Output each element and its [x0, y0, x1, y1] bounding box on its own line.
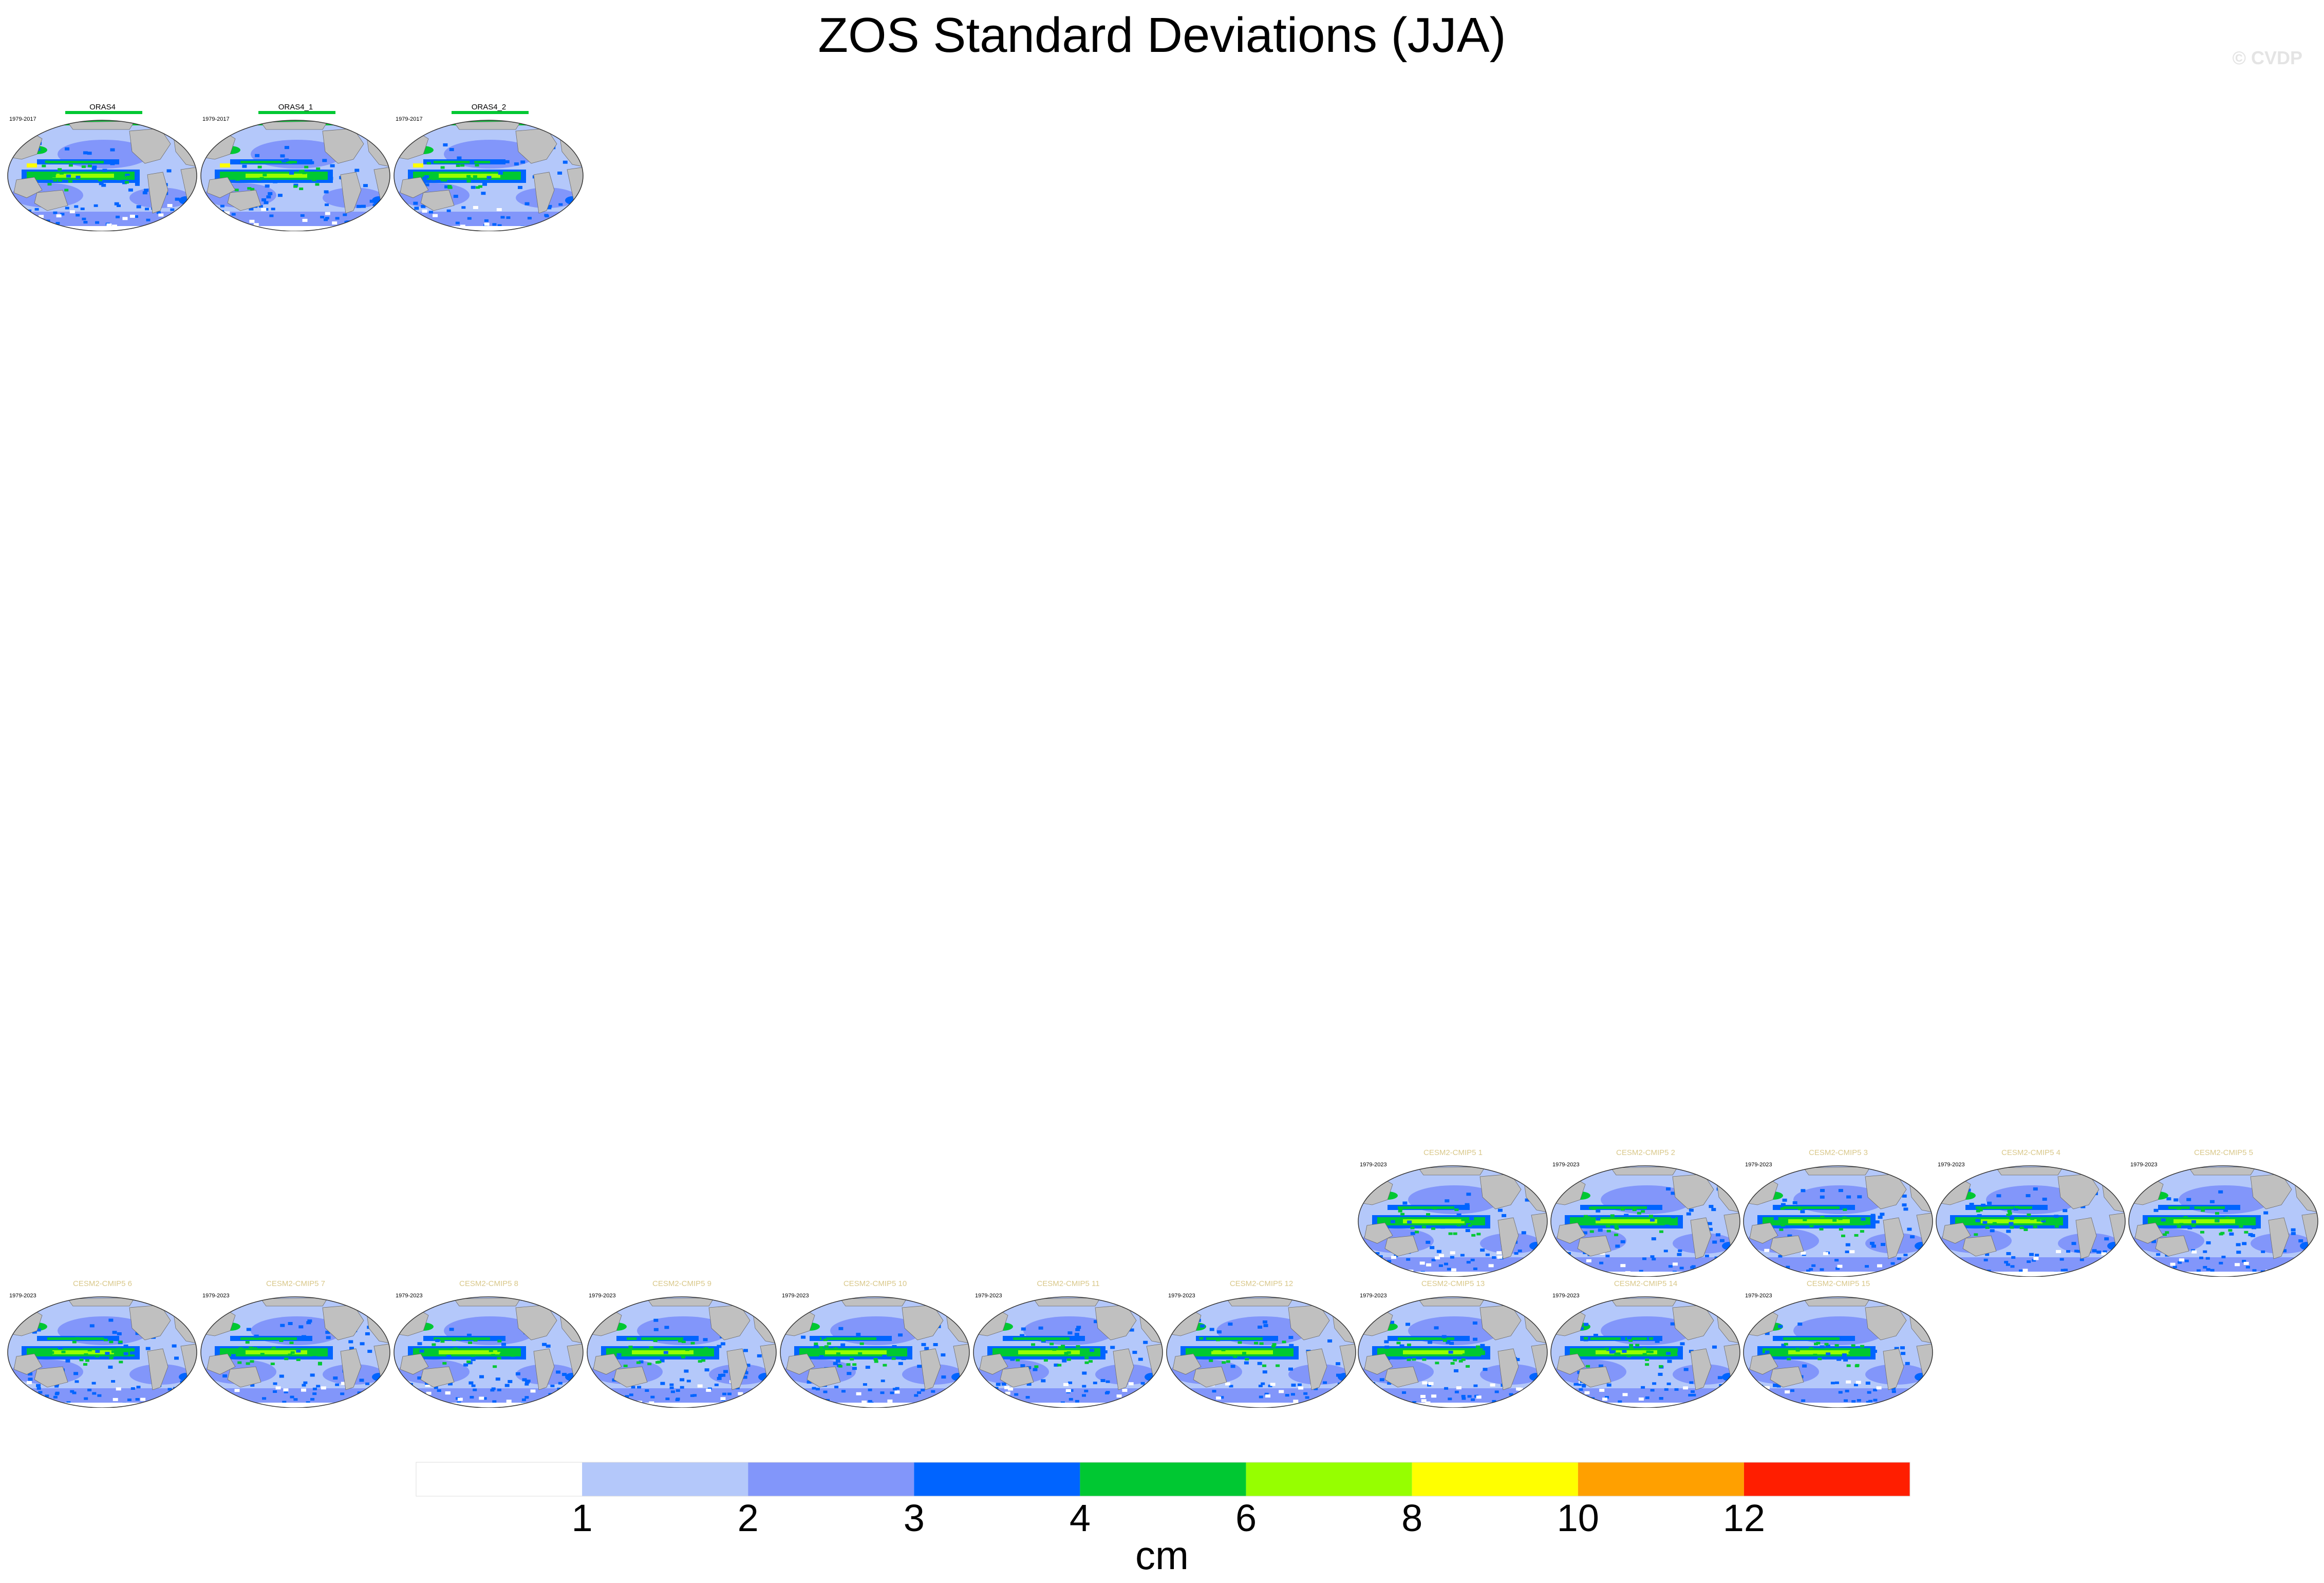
panel-title-highlight [452, 111, 529, 114]
colorbar-segment [748, 1462, 914, 1496]
colorbar-segment [914, 1462, 1080, 1496]
world-map [587, 1296, 777, 1408]
colorbar-tick-label: 10 [1557, 1497, 1599, 1539]
world-map [1166, 1296, 1356, 1408]
colorbar-segment [416, 1462, 583, 1496]
model-map-panel: CESM2-CMIP5 4 1979-2023 [1935, 1148, 2127, 1277]
world-map [393, 1296, 584, 1408]
model-map-panel: CESM2-CMIP5 9 1979-2023 [586, 1279, 778, 1408]
panel-title: CESM2-CMIP5 15 [1806, 1279, 1870, 1288]
model-map-panel: CESM2-CMIP5 2 1979-2023 [1549, 1148, 1742, 1277]
world-map [1550, 1296, 1740, 1408]
colorbar-tick-label: 12 [1722, 1497, 1766, 1539]
world-map [1358, 1296, 1548, 1408]
colorbar-tick-label: 6 [1235, 1497, 1257, 1539]
model-map-panel: CESM2-CMIP5 13 1979-2023 [1357, 1279, 1549, 1408]
world-map [200, 120, 390, 231]
panel-years: 1979-2017 [9, 116, 36, 122]
panel-title-highlight [258, 111, 335, 114]
panel-title: ORAS4_2 [471, 103, 507, 111]
model-map-panel: CESM2-CMIP5 7 1979-2023 [199, 1279, 392, 1408]
panel-title: CESM2-CMIP5 14 [1614, 1279, 1678, 1288]
world-map [1358, 1165, 1548, 1277]
panel-years: 1979-2023 [1168, 1293, 1195, 1299]
colorbar-outline [416, 1462, 1910, 1497]
panel-years: 1979-2023 [589, 1293, 616, 1299]
panel-title: CESM2-CMIP5 1 [1423, 1148, 1483, 1157]
panel-title: CESM2-CMIP5 2 [1616, 1148, 1676, 1157]
panel-years: 1979-2023 [1552, 1162, 1580, 1168]
panel-title: CESM2-CMIP5 12 [1229, 1279, 1294, 1288]
panel-title: CESM2-CMIP5 10 [843, 1279, 907, 1288]
world-map [1936, 1165, 2126, 1277]
world-map [2128, 1165, 2318, 1277]
world-map [7, 120, 197, 231]
model-map-panel: CESM2-CMIP5 6 1979-2023 [6, 1279, 199, 1408]
colorbar-segment [1744, 1462, 1910, 1496]
panel-title: CESM2-CMIP5 9 [652, 1279, 712, 1288]
colorbar-tick-label: 3 [903, 1497, 925, 1539]
colorbar-segment [1412, 1462, 1578, 1496]
colorbar-segment [582, 1462, 748, 1496]
panel-years: 1979-2023 [1360, 1162, 1387, 1168]
panel-years: 1979-2023 [782, 1293, 809, 1299]
world-map [393, 120, 584, 231]
credit-watermark: © CVDP [2232, 47, 2302, 68]
panel-years: 1979-2023 [975, 1293, 1002, 1299]
panel-title: ORAS4_1 [278, 103, 313, 111]
panel-years: 1979-2023 [2130, 1162, 2158, 1168]
panel-years: 1979-2023 [1360, 1293, 1387, 1299]
panel-years: 1979-2023 [1552, 1293, 1580, 1299]
model-map-panel: CESM2-CMIP5 10 1979-2023 [779, 1279, 971, 1408]
panel-years: 1979-2017 [202, 116, 230, 122]
world-map [1743, 1165, 1933, 1277]
model-map-panel: CESM2-CMIP5 3 1979-2023 [1742, 1148, 1935, 1277]
panel-title: CESM2-CMIP5 3 [1808, 1148, 1868, 1157]
panel-title: CESM2-CMIP5 7 [266, 1279, 326, 1288]
colorbar-tick-label: 1 [571, 1497, 593, 1539]
panel-title: ORAS4 [89, 103, 116, 111]
panel-title: CESM2-CMIP5 8 [459, 1279, 519, 1288]
ref-map-panel: ORAS4_1 1979-2017 [199, 103, 392, 231]
world-map [973, 1296, 1163, 1408]
panel-title: CESM2-CMIP5 4 [2001, 1148, 2061, 1157]
colorbar-tick-label: 4 [1069, 1497, 1091, 1539]
panel-years: 1979-2023 [1745, 1293, 1772, 1299]
panel-title: CESM2-CMIP5 6 [72, 1279, 133, 1288]
world-map [1743, 1296, 1933, 1408]
model-map-panel: CESM2-CMIP5 12 1979-2023 [1165, 1279, 1358, 1408]
panel-years: 1979-2023 [396, 1293, 423, 1299]
panel-years: 1979-2023 [1938, 1162, 1965, 1168]
panel-years: 1979-2023 [1745, 1162, 1772, 1168]
model-map-panel: CESM2-CMIP5 1 1979-2023 [1357, 1148, 1549, 1277]
colorbar-segment [1080, 1462, 1246, 1496]
panel-years: 1979-2023 [9, 1293, 36, 1299]
colorbar-tick-label: 8 [1401, 1497, 1423, 1539]
model-map-panel: CESM2-CMIP5 5 1979-2023 [2127, 1148, 2320, 1277]
colorbar-segment [1578, 1462, 1744, 1496]
panel-years: 1979-2017 [396, 116, 423, 122]
world-map [7, 1296, 197, 1408]
panel-title: CESM2-CMIP5 13 [1421, 1279, 1485, 1288]
model-map-panel: CESM2-CMIP5 11 1979-2023 [972, 1279, 1165, 1408]
colorbar-segment [1246, 1462, 1412, 1496]
world-map [200, 1296, 390, 1408]
figure-title: ZOS Standard Deviations (JJA) [818, 8, 1506, 63]
world-map [1550, 1165, 1740, 1277]
model-map-panel: CESM2-CMIP5 15 1979-2023 [1742, 1279, 1935, 1408]
panel-years: 1979-2023 [202, 1293, 230, 1299]
ref-map-panel: ORAS4 1979-2017 [6, 103, 199, 231]
panel-title-highlight [65, 111, 142, 114]
model-map-panel: CESM2-CMIP5 14 1979-2023 [1549, 1279, 1742, 1408]
ref-map-panel: ORAS4_2 1979-2017 [392, 103, 585, 231]
panel-title: CESM2-CMIP5 5 [2194, 1148, 2254, 1157]
model-map-panel: CESM2-CMIP5 8 1979-2023 [392, 1279, 585, 1408]
world-map [780, 1296, 970, 1408]
colorbar-tick-label: 2 [737, 1497, 759, 1539]
panel-title: CESM2-CMIP5 11 [1037, 1279, 1100, 1288]
colorbar-units-label: cm [1135, 1533, 1189, 1578]
